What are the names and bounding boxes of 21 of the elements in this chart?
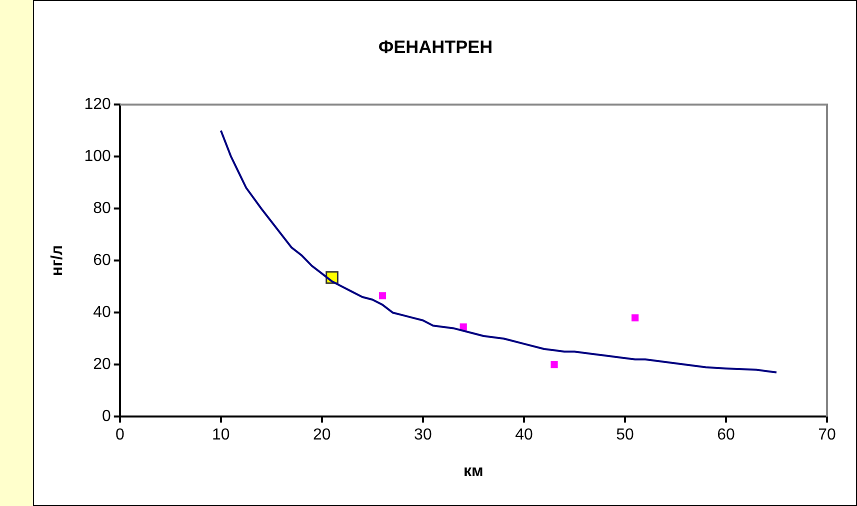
x-tick-label: 10	[212, 426, 230, 444]
y-axis-title: нг/л	[49, 245, 66, 276]
point	[550, 361, 558, 368]
y-tick-label: 80	[93, 200, 111, 218]
y-tick-label: 100	[84, 148, 111, 166]
x-tick-label: 60	[717, 426, 735, 444]
x-tick-label: 20	[313, 426, 331, 444]
y-tick-label: 0	[102, 408, 111, 426]
y-tick-label: 60	[93, 252, 111, 270]
x-tick-label: 30	[414, 426, 432, 444]
y-tick-label: 20	[93, 356, 111, 374]
y-tick-label: 120	[84, 96, 111, 114]
x-tick-label: 70	[818, 426, 836, 444]
point	[379, 292, 386, 300]
x-tick-label: 0	[115, 426, 124, 444]
x-tick-label: 40	[515, 426, 533, 444]
y-tick-label: 40	[93, 304, 111, 322]
x-axis-title: км	[464, 462, 484, 480]
x-tick-label: 50	[616, 426, 634, 444]
point	[632, 314, 639, 322]
chart-title: ФЕНАНТРЕН	[378, 36, 493, 57]
